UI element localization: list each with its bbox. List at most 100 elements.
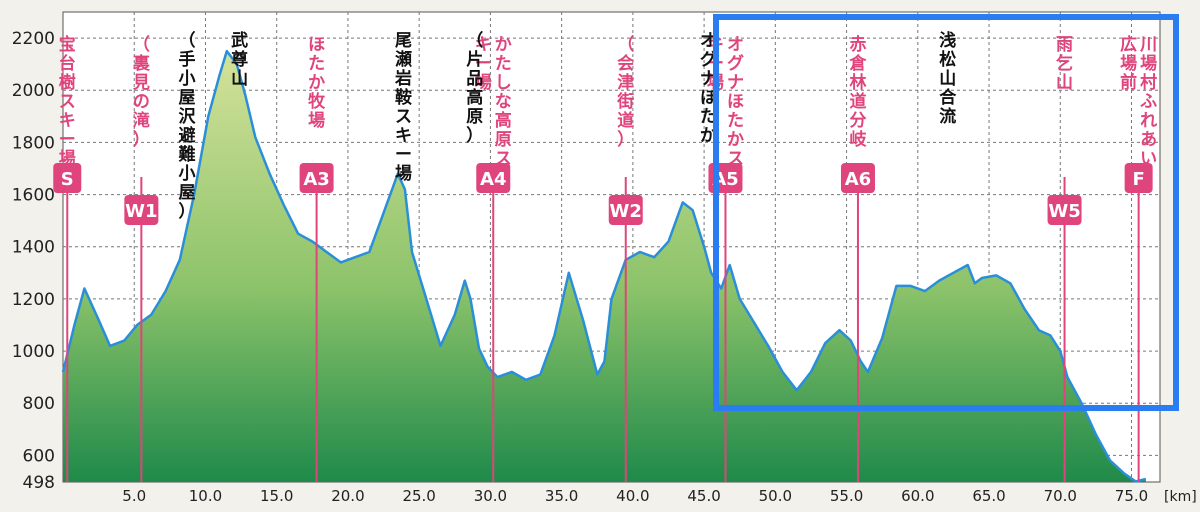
marker-code-S: S: [61, 169, 74, 190]
marker-name-char: 倉: [848, 53, 867, 74]
marker-name-char: か: [308, 73, 325, 93]
annotation-char: 手: [178, 49, 195, 70]
x-tick-label: 20.0: [331, 487, 364, 505]
marker-name-char: ー: [475, 54, 492, 74]
x-tick-label: 50.0: [759, 487, 792, 505]
annotation-char: 原: [466, 107, 483, 127]
marker-name-char: 場: [1140, 54, 1157, 74]
marker-name-char: 街: [616, 91, 634, 112]
marker-name-char: キ: [475, 35, 492, 55]
x-tick-label: 55.0: [830, 487, 863, 505]
marker-name-char: 村: [1140, 72, 1157, 93]
y-tick-label: 498: [23, 473, 55, 493]
marker-name-char: 会: [617, 53, 634, 74]
marker-name-char: 乞: [1056, 53, 1073, 74]
y-tick-label: 1800: [12, 133, 55, 153]
annotation-char: 避: [178, 125, 195, 146]
y-tick-label: 1200: [12, 290, 55, 310]
annotation-char: 沢: [178, 106, 196, 127]
marker-box-F: [1124, 163, 1153, 193]
marker-name-char: 高: [495, 110, 512, 131]
marker-name-char: ス: [727, 149, 744, 169]
annotation-char: 難: [178, 144, 195, 165]
annotation-char: ー: [395, 145, 412, 165]
marker-name-char: ふ: [1140, 92, 1157, 112]
y-tick-label: 1400: [12, 238, 55, 258]
marker-name-char: ほ: [308, 35, 325, 55]
marker-name-char: （: [617, 34, 634, 55]
annotation-char: 片: [466, 49, 483, 70]
marker-code-A3: A3: [303, 169, 329, 190]
y-tick-label: 600: [23, 446, 55, 466]
marker-name-char: 台: [59, 53, 76, 74]
marker-name-char: 見: [132, 73, 150, 93]
marker-name-char: た: [495, 54, 512, 74]
marker-name-char: 場: [59, 149, 76, 169]
annotation-char: 瀬: [395, 50, 412, 70]
marker-name-char: の: [133, 92, 150, 112]
marker-name-char: し: [495, 73, 512, 93]
marker-name-char: 広: [1120, 34, 1137, 55]
marker-box-A3: [299, 163, 334, 193]
x-tick-label: 65.0: [972, 487, 1005, 505]
marker-box-W1: [124, 195, 159, 225]
marker-name-char: 分: [849, 111, 866, 131]
annotation-char: （: [466, 30, 483, 51]
annotation-char: 鞍: [395, 87, 412, 108]
marker-name-char: 赤: [849, 34, 866, 55]
annotation-char: （: [178, 30, 195, 51]
y-tick-label: 2000: [12, 81, 55, 101]
annotation-char: か: [700, 126, 717, 146]
marker-name-char: 場: [475, 73, 492, 93]
marker-name-char: （: [133, 34, 150, 55]
annotation-char: ナ: [700, 69, 717, 89]
marker-name-char: た: [727, 111, 744, 131]
annotation-char: ）: [178, 201, 195, 222]
annotation-char: 屋: [178, 183, 195, 203]
elevation-line: [61, 49, 1147, 483]
elevation-area: [63, 51, 1146, 482]
marker-code-F: F: [1132, 169, 1144, 190]
annotation-char: 浅: [939, 30, 956, 51]
marker-name-char: か: [495, 35, 512, 55]
annotation-char: 屋: [178, 88, 195, 108]
marker-name-char: 滝: [133, 110, 150, 131]
marker-name-char: ス: [495, 149, 512, 169]
annotation-char: 武: [231, 30, 248, 51]
x-tick-label: 30.0: [474, 487, 507, 505]
marker-name-char: ス: [59, 92, 76, 112]
marker-box-A4: [476, 163, 511, 193]
annotation-char: グ: [700, 49, 717, 70]
annotation-char: 合: [939, 87, 957, 108]
y-tick-label: 2200: [12, 29, 55, 49]
annotation-char: 小: [178, 164, 195, 184]
marker-name-char: 道: [617, 110, 634, 131]
marker-name-char: ほ: [727, 92, 744, 112]
marker-name-char: 裏: [132, 53, 151, 74]
annotation-char: 尾: [395, 31, 412, 51]
marker-box-A6: [840, 163, 875, 193]
marker-name-char: 場: [308, 111, 325, 131]
x-tick-label: 40.0: [616, 487, 649, 505]
marker-name-char: 川: [1139, 35, 1157, 55]
marker-name-char: あ: [1140, 130, 1157, 150]
x-unit-label: [km]: [1164, 489, 1197, 505]
marker-name-char: ）: [617, 129, 634, 150]
marker-name-char: た: [308, 54, 325, 74]
marker-name-char: 前: [1120, 72, 1137, 93]
annotation-char: キ: [395, 126, 412, 146]
marker-name-char: ナ: [727, 73, 744, 93]
annotation-char: ス: [395, 107, 412, 127]
highlight-box: [713, 14, 1179, 411]
annotation-char: ）: [466, 125, 483, 146]
x-tick-label: 45.0: [687, 487, 720, 505]
marker-name-char: か: [727, 130, 744, 150]
marker-name-char: 宝: [59, 34, 76, 55]
marker-name-char: 道: [849, 91, 866, 112]
axis-layer: 498 600 800 1000 1200 1400 1600 1800 2000 2200 5.0…: [12, 29, 1197, 505]
annotation-char: ほ: [700, 88, 717, 108]
marker-name-char: 原: [495, 130, 512, 150]
annotation-char: 岩: [394, 68, 412, 89]
